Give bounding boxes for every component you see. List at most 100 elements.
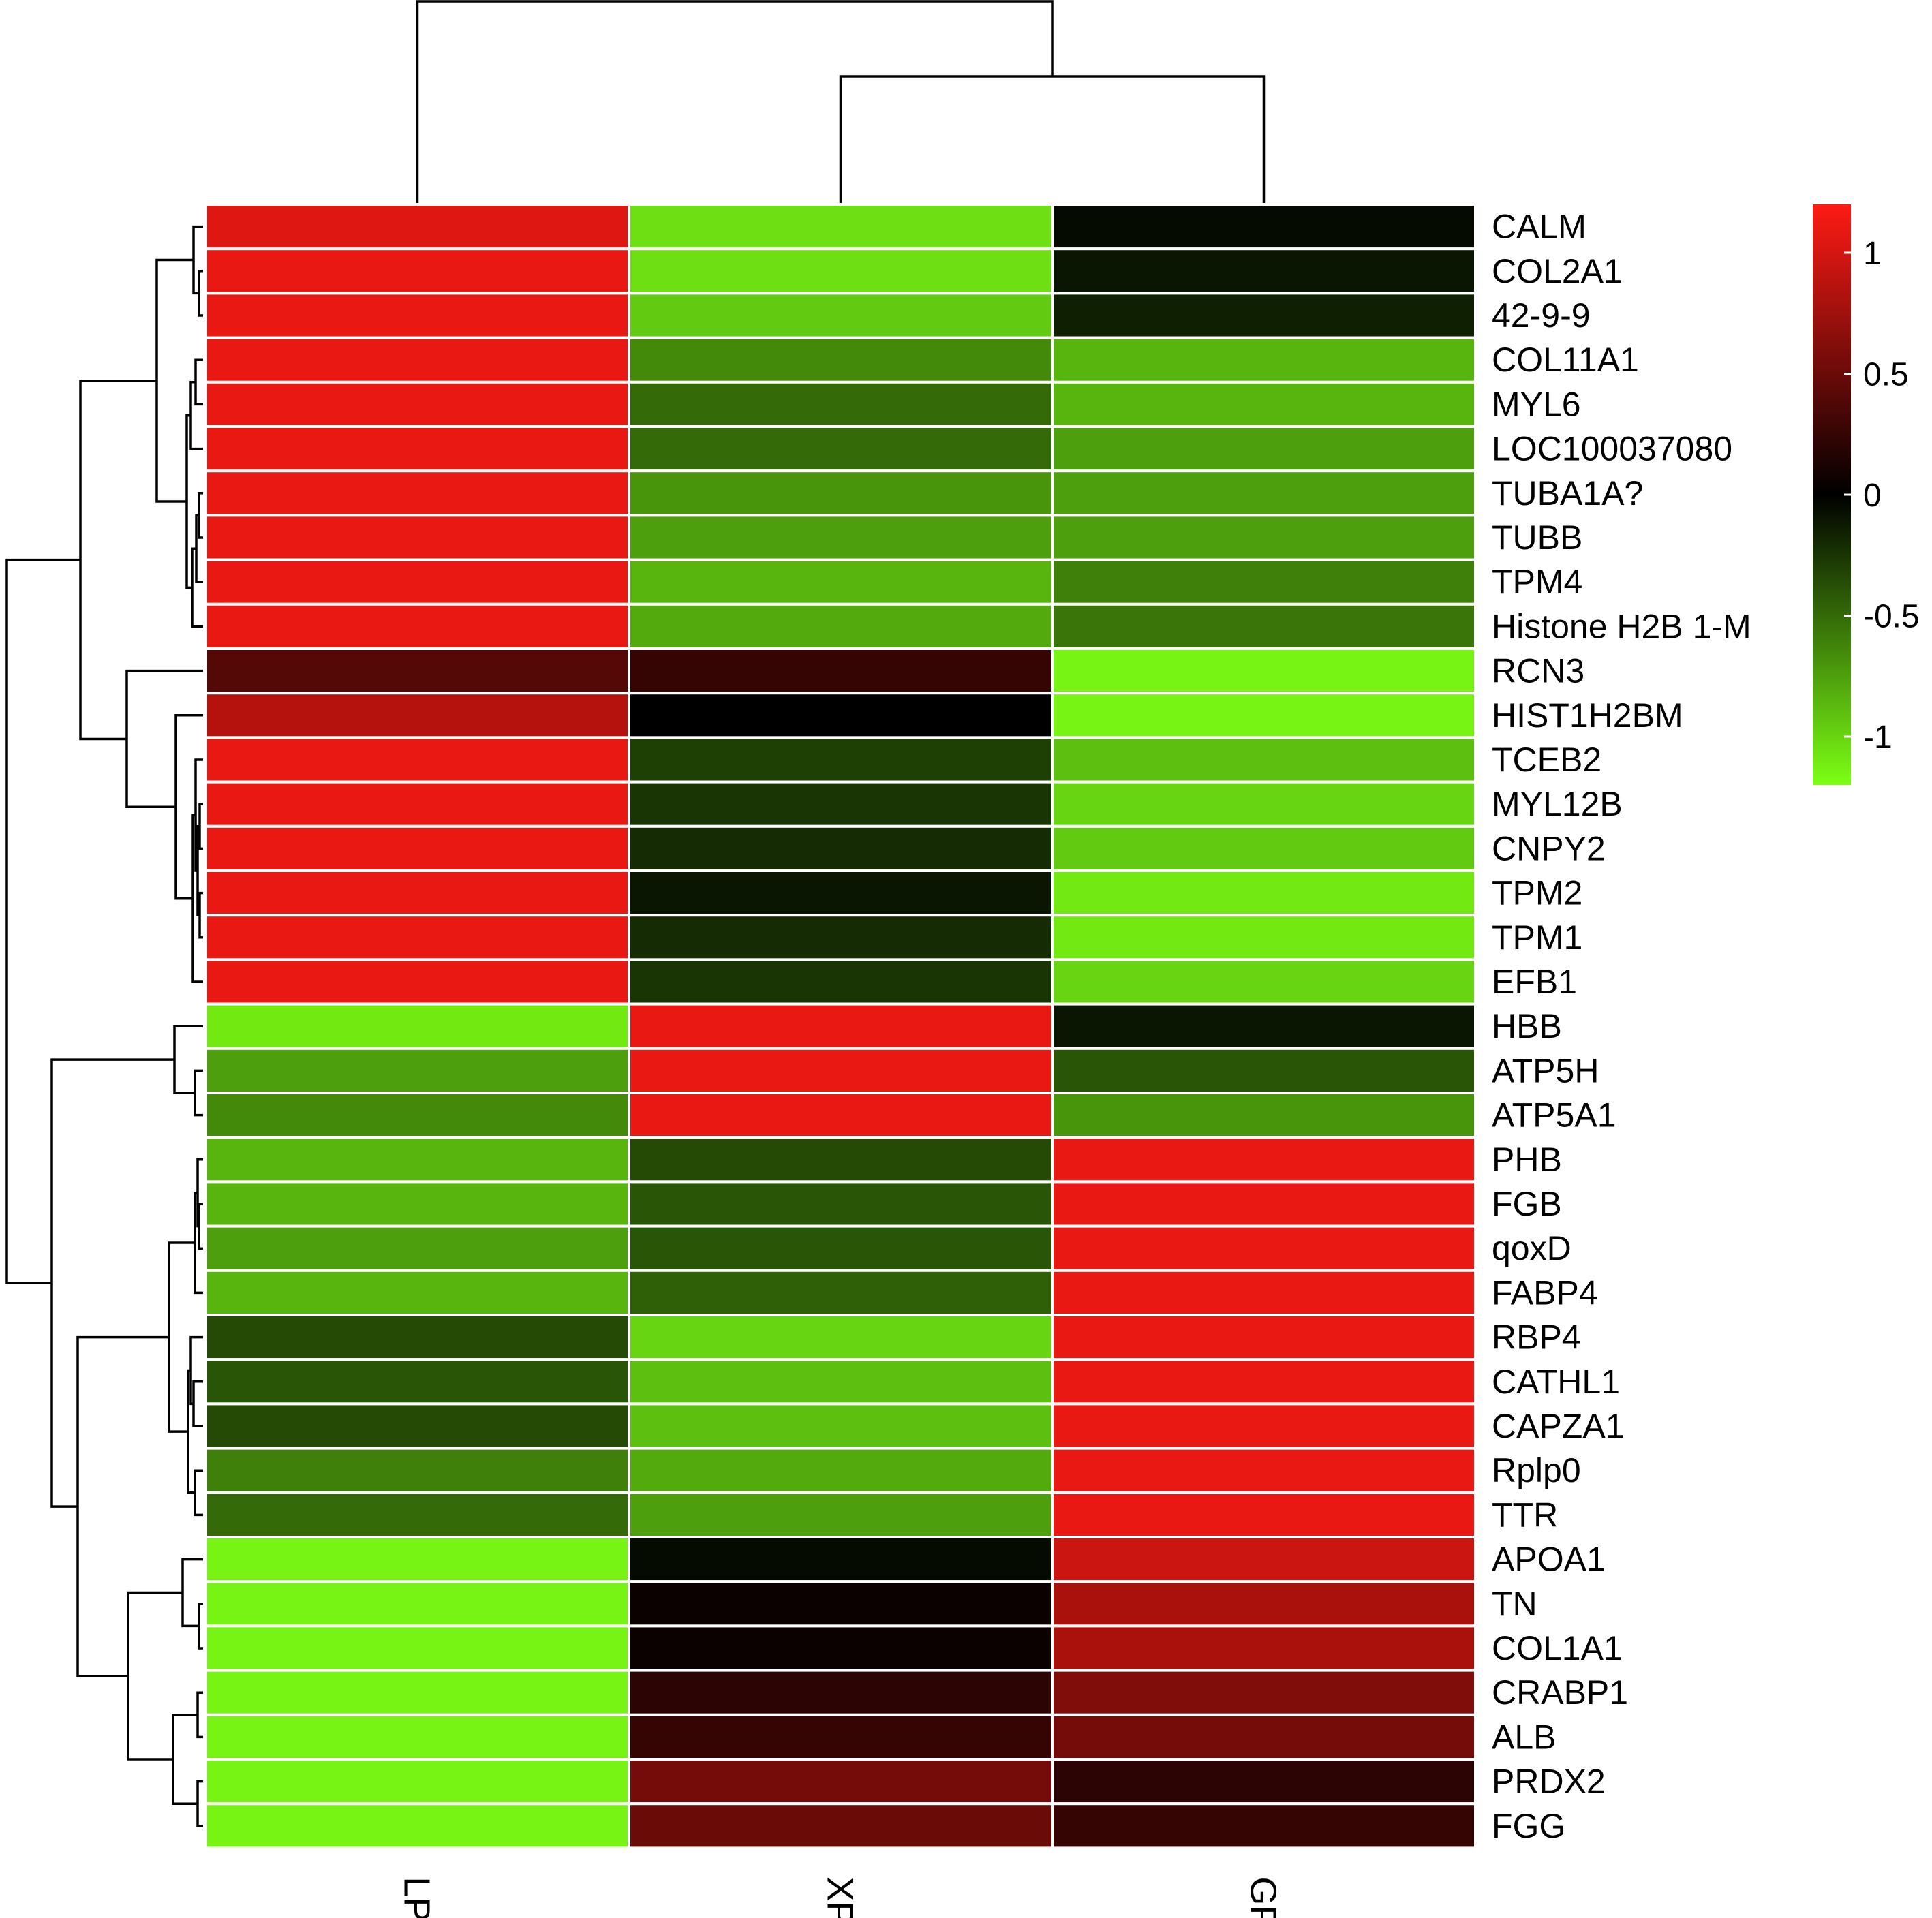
row-label: CALM — [1492, 208, 1586, 246]
dendrogram-branch — [127, 1591, 183, 1761]
heatmap-cell — [204, 692, 630, 739]
row-label: EFB1 — [1492, 963, 1577, 1001]
heatmap-cell — [204, 1447, 630, 1494]
heatmap-cell — [1051, 1713, 1477, 1761]
row-label: FGG — [1492, 1807, 1565, 1845]
heatmap-cell — [628, 469, 1054, 517]
colorbar-tick-label: 1 — [1863, 236, 1882, 272]
heatmap-cell — [204, 558, 630, 606]
heatmap-cell — [628, 602, 1054, 650]
heatmap-cell — [1051, 425, 1477, 473]
dendrogram-branch — [198, 891, 203, 939]
dendrogram-branch — [194, 358, 203, 406]
heatmap-cell — [1051, 824, 1477, 873]
heatmap-cell — [628, 1624, 1054, 1672]
heatmap-cell — [1051, 1224, 1477, 1272]
heatmap-cell — [628, 1047, 1054, 1095]
heatmap-cell — [204, 1491, 630, 1539]
heatmap-cell — [1051, 1580, 1477, 1628]
heatmap-cell — [628, 336, 1054, 384]
row-label: TCEB2 — [1492, 741, 1601, 779]
heatmap-cell — [1051, 958, 1477, 1006]
dendrogram-branch — [198, 270, 203, 317]
column-labels: LP XP GP — [397, 1876, 1284, 1918]
row-label: FGB — [1492, 1185, 1562, 1223]
dendrograms — [5, 0, 1266, 1827]
dendrogram-branch — [196, 1158, 203, 1228]
heatmap-cell — [1051, 914, 1477, 961]
heatmap-cell — [204, 869, 630, 917]
heatmap-cell — [628, 514, 1054, 561]
dendrogram-branch — [192, 1380, 203, 1427]
heatmap-cell — [628, 1269, 1054, 1317]
heatmap-cells — [204, 203, 1477, 1850]
heatmap-cell — [204, 292, 630, 339]
heatmap-cell — [1051, 1269, 1477, 1317]
heatmap-cell — [204, 1002, 630, 1050]
colorbar-tick-label: 0 — [1863, 478, 1882, 514]
row-label: CRABP1 — [1492, 1673, 1628, 1712]
heatmap-cell — [1051, 380, 1477, 428]
heatmap-cell — [204, 1580, 630, 1628]
heatmap-cell — [1051, 1180, 1477, 1228]
heatmap-cell — [1051, 736, 1477, 784]
heatmap-cell — [628, 203, 1054, 251]
heatmap-cell — [1051, 1669, 1477, 1716]
heatmap-cell — [1051, 1136, 1477, 1184]
dendrogram-branch — [50, 1058, 174, 1508]
row-label: PRDX2 — [1492, 1763, 1606, 1801]
heatmap-cell — [628, 780, 1054, 828]
heatmap-cell — [204, 780, 630, 828]
dendrogram-branch — [79, 380, 157, 741]
heatmap-cell — [204, 914, 630, 961]
heatmap-cell — [1051, 647, 1477, 695]
heatmap-cell — [628, 736, 1054, 784]
heatmap-cell — [204, 1180, 630, 1228]
heatmap-cell — [204, 1314, 630, 1361]
heatmap-cell — [204, 1624, 630, 1672]
heatmap-cell — [204, 336, 630, 384]
heatmap-cell — [1051, 1758, 1477, 1806]
heatmap-cell — [204, 1713, 630, 1761]
dendrogram-branch — [173, 1025, 203, 1094]
color-legend: 1 0.5 0 -0.5 -1 — [1813, 204, 1920, 785]
heatmap-cell — [1051, 602, 1477, 650]
heatmap-cell — [204, 1092, 630, 1139]
dendrogram-branch — [198, 803, 203, 850]
heatmap-cell — [204, 380, 630, 428]
row-label: TPM1 — [1492, 918, 1582, 957]
heatmap-cell — [204, 1402, 630, 1450]
heatmap-cell — [628, 1447, 1054, 1494]
heatmap-cell — [1051, 247, 1477, 295]
row-label: qoxD — [1492, 1229, 1571, 1267]
heatmap-cell — [1051, 1624, 1477, 1672]
heatmap-cell — [628, 1092, 1054, 1139]
heatmap-cell — [204, 1269, 630, 1317]
heatmap-cell — [1051, 1402, 1477, 1450]
heatmap-cell — [204, 1758, 630, 1806]
row-label: COL1A1 — [1492, 1629, 1623, 1667]
column-label: GP — [1243, 1876, 1284, 1918]
row-label: COL11A1 — [1492, 341, 1639, 379]
heatmap-cell — [1051, 514, 1477, 561]
heatmap-cell — [628, 1580, 1054, 1628]
row-label: TPM4 — [1492, 563, 1582, 601]
heatmap-cell — [628, 647, 1054, 695]
heatmap-cell — [1051, 692, 1477, 739]
heatmap-cell — [628, 1713, 1054, 1761]
dendrogram-branch — [196, 1780, 203, 1827]
heatmap-cell — [204, 1224, 630, 1272]
heatmap-cell — [628, 1002, 1054, 1050]
row-label: TUBA1A? — [1492, 474, 1643, 512]
heatmap-cell — [1051, 1802, 1477, 1850]
dendrogram-branch — [198, 1603, 203, 1650]
heatmap-cell — [628, 558, 1054, 606]
heatmap-cell — [1051, 1536, 1477, 1583]
heatmap-cell — [204, 1669, 630, 1716]
row-label: PHB — [1492, 1141, 1562, 1179]
row-label: FABP4 — [1492, 1273, 1598, 1312]
heatmap-cell — [628, 1136, 1054, 1184]
heatmap-cell — [628, 292, 1054, 339]
row-label: TN — [1492, 1585, 1537, 1623]
